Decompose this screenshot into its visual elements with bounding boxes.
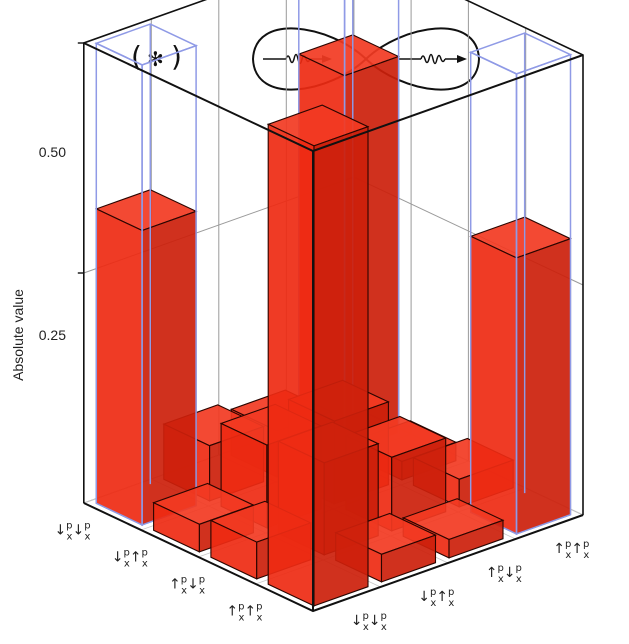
axis-labels: ↓p x↓p x ↓p x↑p x ↑p x↓p x ↑p x↑p x ↓p x↓p x ↓p x↑p x ↑p x↓… <box>54 521 589 634</box>
frame-edge <box>83 0 584 515</box>
right-axis-label: ↓p x↓p x <box>351 611 387 633</box>
paren-left: ( <box>131 40 142 73</box>
atom-icon: ✻ <box>147 47 164 71</box>
bar-cell <box>266 104 370 607</box>
z-tick-label: 0.25 <box>39 327 66 343</box>
bar-cell <box>468 32 573 536</box>
bars-layer <box>94 0 573 607</box>
ideal-bar-face <box>515 53 572 535</box>
left-axis-label: ↓p x↓p x <box>54 521 90 543</box>
bar-face <box>380 534 437 583</box>
bar-face <box>470 235 518 535</box>
z-tick-label: 0.50 <box>39 144 66 160</box>
axis-title: Absolute value <box>10 289 26 381</box>
right-axis-label: ↓p x↑p x <box>418 587 454 609</box>
ideal-bar-top <box>468 32 573 75</box>
right-axis-label: ↑p x↑p x <box>553 539 589 561</box>
bar-face <box>267 123 315 607</box>
frame-edge <box>83 502 584 613</box>
bar-cell <box>94 23 199 527</box>
bar-face <box>313 125 369 607</box>
frame-edge <box>83 42 584 153</box>
bar-face <box>95 208 143 526</box>
paren-right: ) <box>171 40 182 73</box>
right-axis-label: ↑p x↓p x <box>486 563 522 585</box>
left-axis-label: ↓p x↑p x <box>112 548 148 570</box>
left-axis-label: ↑p x↓p x <box>169 575 205 597</box>
photon-right-icon <box>398 53 467 65</box>
front-frame <box>77 0 584 613</box>
left-axis-label: ↑p x↑p x <box>226 602 262 624</box>
bar-face <box>448 519 504 559</box>
